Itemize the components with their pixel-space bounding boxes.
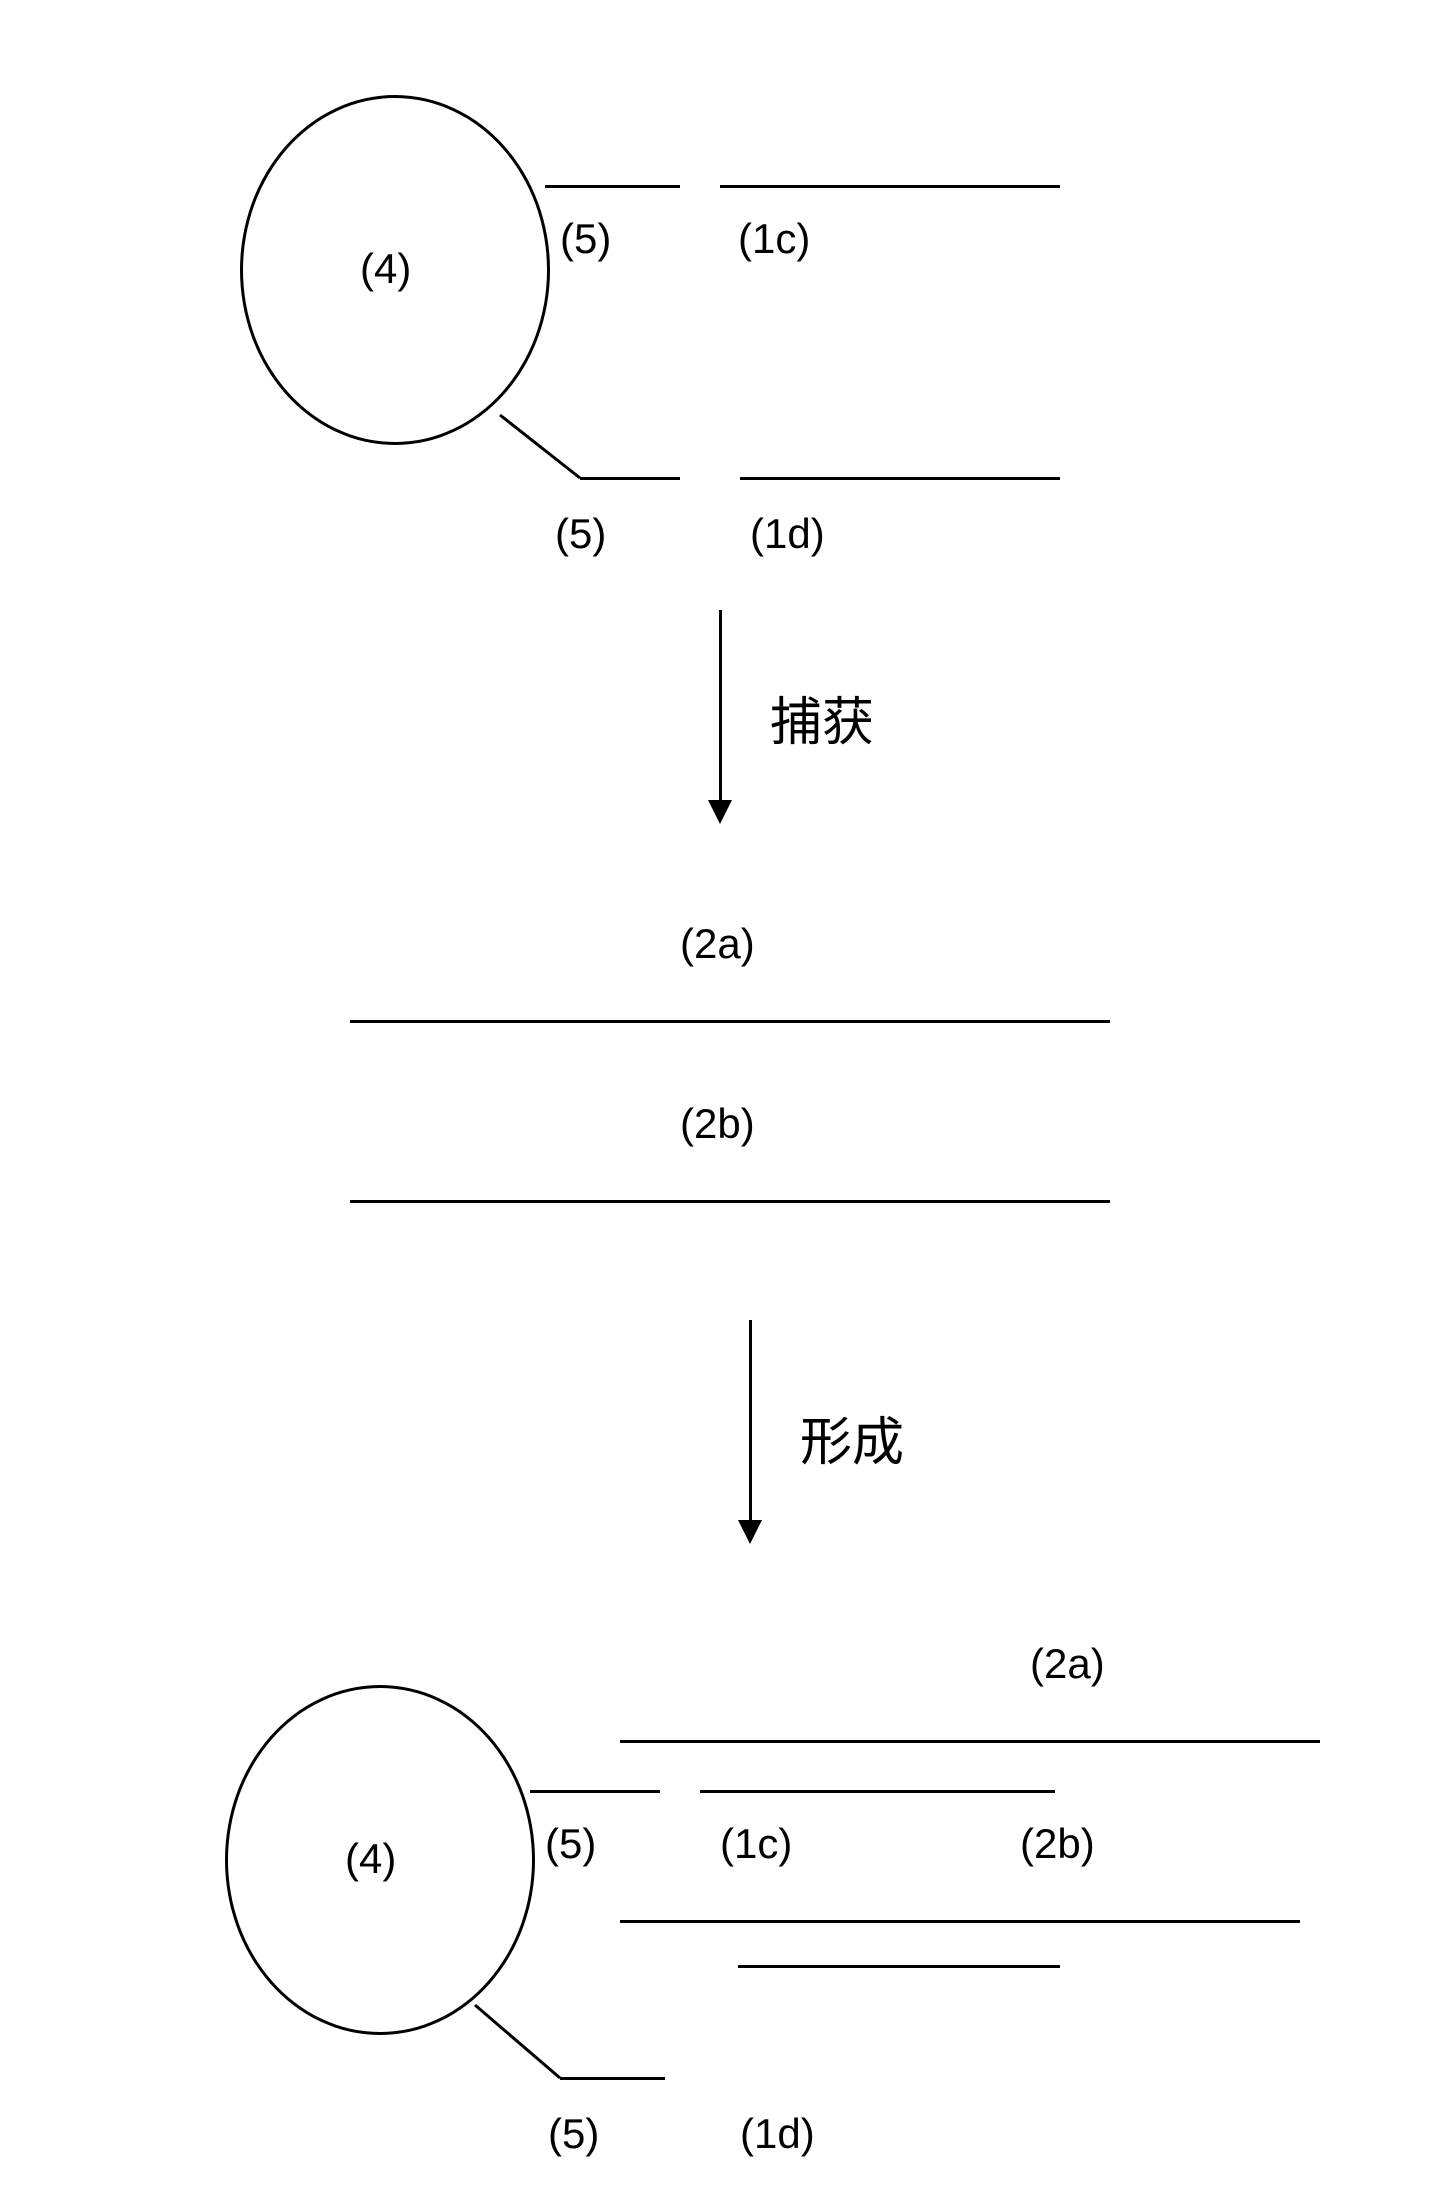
step3-probe2-hline <box>560 2077 665 2080</box>
diagram-canvas: (4) (5) (1c) (5) (1d) 捕获 (2a) (2b) 形成 (4… <box>0 0 1436 2198</box>
step3-probe2-label: (1d) <box>740 2110 815 2158</box>
step3-probe2-diag <box>0 0 1436 2198</box>
step3-probe2-linker-label: (5) <box>548 2110 599 2158</box>
